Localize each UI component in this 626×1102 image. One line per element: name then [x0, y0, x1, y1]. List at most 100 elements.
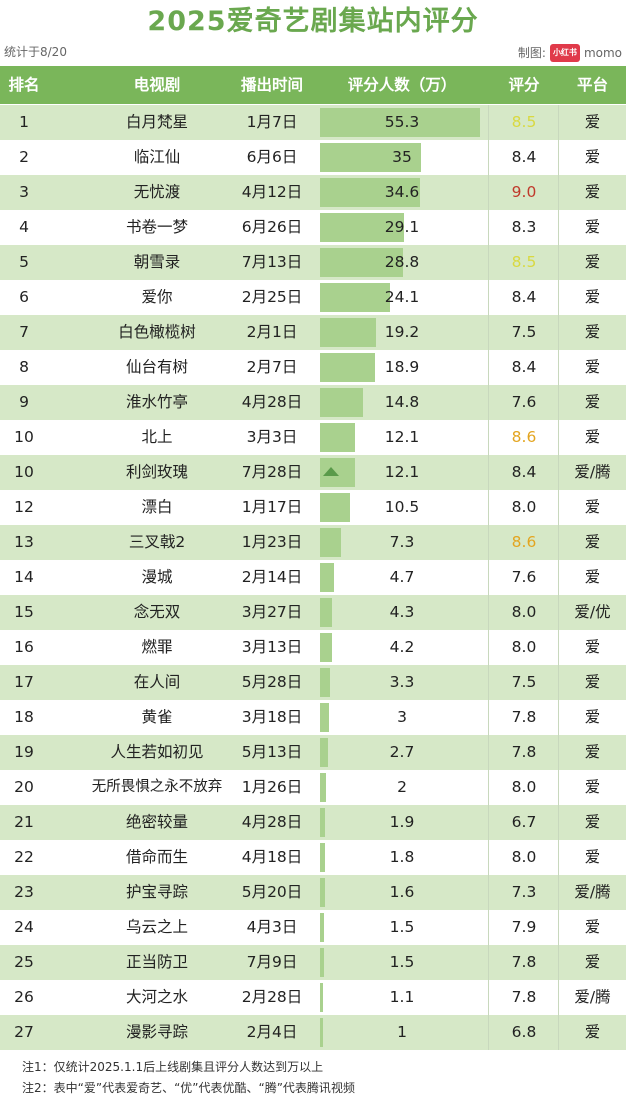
raters-value-label: 28.8: [384, 253, 420, 271]
raters-bar: [320, 948, 324, 977]
drama-name-cell: 白月梵星: [125, 113, 188, 131]
score-cell: 7.6: [511, 568, 537, 586]
score-cell: 7.3: [511, 883, 537, 901]
drama-name-cell: 无所畏惧之永不放弃: [91, 779, 223, 795]
rank-cell: 5: [19, 253, 29, 271]
score-cell: 8.0: [511, 498, 537, 516]
score-cell: 8.4: [511, 358, 537, 376]
raters-value-label: 35: [392, 148, 412, 166]
rank-cell: 25: [14, 953, 34, 971]
drama-name-cell: 正当防卫: [125, 953, 188, 971]
raters-bar: [320, 423, 355, 452]
raters-value-label: 24.1: [384, 288, 420, 306]
drama-name-cell: 大河之水: [125, 988, 188, 1006]
table-row: 26 大河之水 2月28日 1.1 7.8 爱/腾: [0, 980, 626, 1015]
platform-cell: 爱: [584, 428, 601, 446]
raters-bar: [320, 703, 329, 732]
drama-name-cell: 淮水竹亭: [125, 393, 188, 411]
platform-cell: 爱: [584, 288, 601, 306]
raters-bar: [320, 213, 404, 242]
platform-cell: 爱: [584, 253, 601, 271]
platform-cell: 爱: [584, 638, 601, 656]
drama-name-cell: 人生若如初见: [110, 743, 204, 761]
drama-name-cell: 朝雪录: [133, 253, 181, 271]
rank-cell: 27: [14, 1023, 34, 1041]
table-row: 7 白色橄榄树 2月1日 19.2 7.5 爱: [0, 315, 626, 350]
raters-value-label: 1.6: [389, 883, 415, 901]
raters-value-label: 1.8: [389, 848, 415, 866]
rank-cell: 15: [14, 603, 34, 621]
platform-cell: 爱: [584, 743, 601, 761]
rank-cell: 6: [19, 288, 29, 306]
air-date-cell: 3月18日: [241, 708, 303, 726]
drama-name-cell: 漫影寻踪: [125, 1023, 188, 1041]
score-cell: 7.5: [511, 673, 537, 691]
air-date-cell: 2月25日: [241, 288, 303, 306]
platform-cell: 爱: [584, 148, 601, 166]
header-raters: 评分人数（万）: [347, 76, 457, 94]
raters-value-label: 4.2: [389, 638, 415, 656]
header-date: 播出时间: [240, 76, 303, 94]
table-row: 20 无所畏惧之永不放弃 1月26日 2 8.0 爱: [0, 770, 626, 805]
air-date-cell: 1月26日: [241, 778, 303, 796]
table-row: 18 黄雀 3月18日 3 7.8 爱: [0, 700, 626, 735]
table-row: 16 燃罪 3月13日 4.2 8.0 爱: [0, 630, 626, 665]
platform-cell: 爱/腾: [574, 463, 611, 481]
rank-cell: 2: [19, 148, 29, 166]
platform-cell: 爱/优: [574, 603, 611, 621]
platform-cell: 爱: [584, 218, 601, 236]
rank-cell: 9: [19, 393, 29, 411]
raters-bar: [320, 983, 323, 1012]
air-date-cell: 2月28日: [241, 988, 303, 1006]
air-date-cell: 7月9日: [246, 953, 298, 971]
drama-name-cell: 漂白: [141, 498, 173, 516]
rank-cell: 8: [19, 358, 29, 376]
score-cell: 7.8: [511, 743, 537, 761]
table-row: 19 人生若如初见 5月13日 2.7 7.8 爱: [0, 735, 626, 770]
air-date-cell: 6月26日: [241, 218, 303, 236]
raters-bar: [320, 668, 330, 697]
table-row: 8 仙台有树 2月7日 18.9 8.4 爱: [0, 350, 626, 385]
drama-name-cell: 爱你: [141, 288, 173, 306]
air-date-cell: 7月13日: [241, 253, 303, 271]
drama-name-cell: 在人间: [133, 673, 181, 691]
rank-cell: 17: [14, 673, 34, 691]
rank-cell: 4: [19, 218, 29, 236]
raters-bar: [320, 248, 403, 277]
column-divider: [558, 105, 559, 1050]
table-row: 12 漂白 1月17日 10.5 8.0 爱: [0, 490, 626, 525]
table-row: 15 念无双 3月27日 4.3 8.0 爱/优: [0, 595, 626, 630]
raters-bar: [320, 913, 324, 942]
table-row: 17 在人间 5月28日 3.3 7.5 爱: [0, 665, 626, 700]
raters-value-label: 4.7: [389, 568, 415, 586]
air-date-cell: 6月6日: [246, 148, 298, 166]
table-row: 1 白月梵星 1月7日 55.3 8.5 爱: [0, 105, 626, 140]
raters-value-label: 2.7: [389, 743, 415, 761]
footnote-2: 注2：表中“爱”代表爱奇艺、“优”代表优酷、“腾”代表腾讯视频: [22, 1081, 355, 1095]
drama-name-cell: 无忧渡: [133, 183, 181, 201]
score-cell: 8.4: [511, 288, 537, 306]
table-row: 27 漫影寻踪 2月4日 1 6.8 爱: [0, 1015, 626, 1050]
rank-cell: 1: [19, 113, 29, 131]
drama-name-cell: 漫城: [141, 568, 173, 586]
score-cell: 8.4: [511, 463, 537, 481]
raters-value-label: 1.9: [389, 813, 415, 831]
drama-name-cell: 黄雀: [141, 708, 173, 726]
raters-bar: [320, 598, 332, 627]
table-header: 排名 电视剧 播出时间 评分人数（万） 评分 平台: [0, 66, 626, 104]
platform-cell: 爱: [584, 533, 601, 551]
platform-cell: 爱: [584, 848, 601, 866]
rank-cell: 18: [14, 708, 34, 726]
table-row: 14 漫城 2月14日 4.7 7.6 爱: [0, 560, 626, 595]
rank-cell: 13: [14, 533, 34, 551]
table-row: 9 淮水竹亭 4月28日 14.8 7.6 爱: [0, 385, 626, 420]
air-date-cell: 4月12日: [241, 183, 303, 201]
air-date-cell: 4月28日: [241, 813, 303, 831]
raters-value-label: 2: [397, 778, 407, 796]
table-row: 10 利剑玫瑰 7月28日 12.1 8.4 爱/腾: [0, 455, 626, 490]
score-cell: 7.8: [511, 988, 537, 1006]
raters-bar: [320, 528, 341, 557]
table-row: 6 爱你 2月25日 24.1 8.4 爱: [0, 280, 626, 315]
rank-cell: 19: [14, 743, 34, 761]
air-date-cell: 1月23日: [241, 533, 303, 551]
